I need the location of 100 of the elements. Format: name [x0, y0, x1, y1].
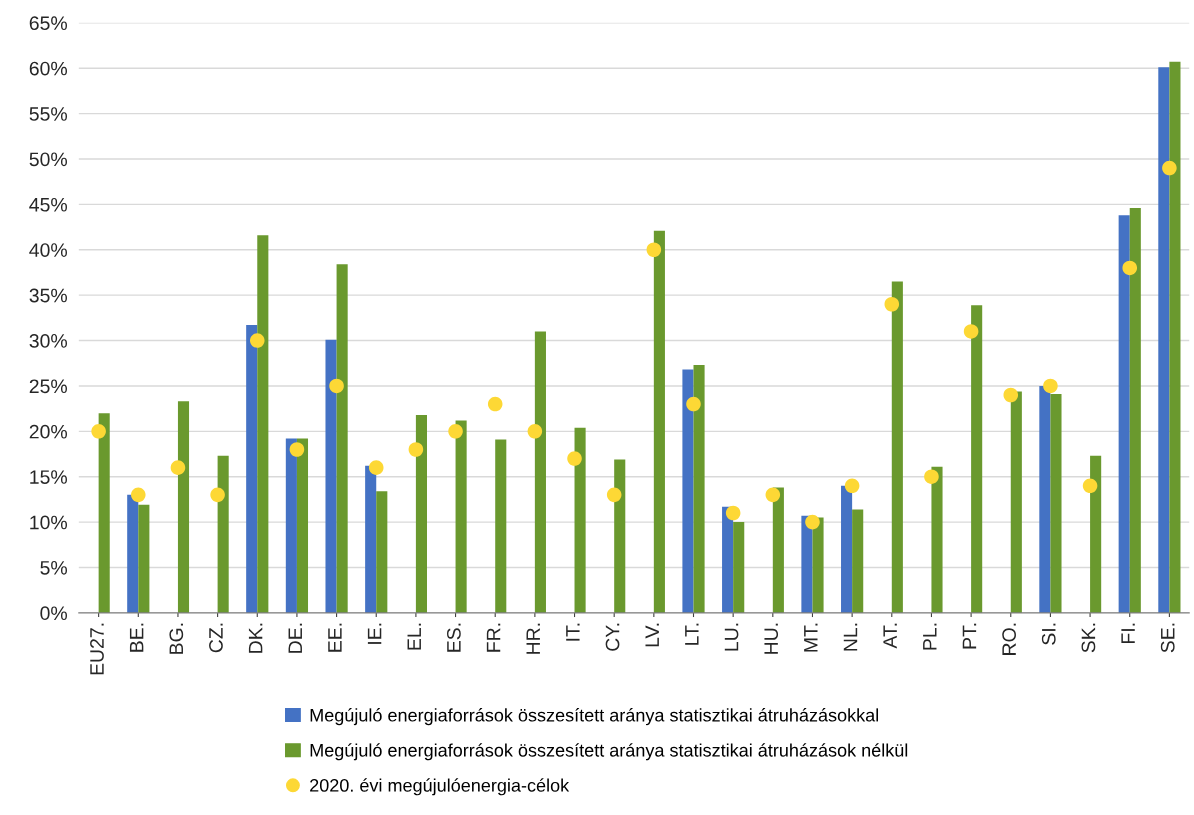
x-tick-label: PL.: [923, 623, 937, 650]
x-tick-label: AT.: [883, 623, 897, 649]
point: [606, 487, 622, 503]
bar: [127, 494, 139, 613]
bar: [455, 420, 467, 613]
bar: [1129, 208, 1141, 613]
bar: [852, 509, 864, 613]
point: [1082, 478, 1098, 494]
bar: [534, 331, 546, 613]
y-tick-label: 65%: [29, 16, 67, 31]
bar: [614, 459, 626, 613]
bar: [1050, 394, 1062, 613]
point: [408, 442, 424, 457]
bar: [722, 506, 734, 613]
y-tick-label: 45%: [29, 197, 67, 212]
bar: [1169, 61, 1181, 613]
bar: [296, 438, 309, 613]
x-tick-label: BE.: [129, 623, 144, 652]
point: [289, 442, 305, 457]
x-tick-label: SK.: [1081, 623, 1096, 653]
x-tick-label: LU.: [724, 623, 739, 651]
bar: [217, 455, 229, 613]
bar: [733, 522, 745, 613]
bar: [495, 439, 507, 613]
bar: [257, 235, 269, 613]
bar: [574, 427, 586, 613]
point: [646, 242, 662, 258]
bar: [772, 487, 784, 613]
x-tick-label: SI.: [1041, 623, 1056, 645]
point: [329, 378, 344, 394]
bar: [415, 414, 427, 613]
bar: [98, 413, 110, 613]
point: [686, 396, 701, 412]
point: [725, 505, 741, 521]
point: [844, 478, 860, 494]
point: [131, 487, 146, 503]
legend-label: Megújuló energiaforrások összesített aránya statisztikai átruházások nélkül: [310, 743, 908, 761]
x-tick-label: EE.: [328, 623, 342, 652]
x-tick-label: PT.: [962, 623, 977, 649]
x-tick-label: BG.: [169, 623, 184, 654]
point: [368, 460, 384, 475]
y-tick-label: 25%: [29, 379, 67, 394]
bar: [177, 401, 190, 613]
y-tick-label: 50%: [29, 152, 67, 167]
x-tick-label: EU27.: [90, 623, 104, 675]
y-tick-label: 5%: [40, 561, 67, 575]
bar: [801, 515, 813, 613]
y-tick-label: 0%: [40, 606, 67, 621]
bar: [682, 369, 694, 613]
legend-label: Megújuló energiaforrások összesített aránya statisztikai átruházásokkal: [310, 708, 879, 726]
point: [765, 487, 781, 503]
point: [91, 424, 106, 439]
point: [805, 514, 820, 530]
bar: [336, 264, 348, 613]
y-tick-label: 30%: [29, 334, 67, 348]
x-tick-label: DK.: [248, 623, 263, 653]
x-tick-label: NL.: [843, 623, 858, 651]
bar: [931, 466, 943, 613]
point: [249, 333, 265, 348]
bar: [1090, 455, 1102, 613]
point: [1043, 378, 1058, 394]
x-tick-label: CY.: [605, 623, 620, 651]
x-tick-label: CZ.: [209, 623, 223, 653]
bar: [246, 325, 258, 613]
point: [210, 487, 225, 503]
x-tick-label: DE.: [288, 623, 302, 653]
x-tick-label: FI.: [1121, 623, 1135, 643]
x-tick-label: SE.: [1160, 623, 1175, 653]
point: [1162, 160, 1177, 176]
x-tick-label: FR.: [486, 623, 501, 652]
y-tick-label: 35%: [29, 288, 67, 303]
bar: [325, 339, 337, 613]
x-tick-label: IE.: [367, 623, 382, 644]
point: [1122, 260, 1138, 276]
bar: [971, 305, 983, 613]
x-tick-label: HU.: [764, 623, 779, 654]
x-tick-label: EL.: [407, 623, 421, 650]
x-tick-label: RO.: [1002, 623, 1016, 655]
bar: [812, 517, 824, 613]
x-tick-label: HR.: [526, 623, 540, 654]
point: [924, 469, 939, 484]
bar: [841, 485, 853, 613]
y-tick-label: 60%: [29, 61, 67, 76]
point: [527, 424, 543, 439]
bar: [693, 365, 705, 613]
y-tick-label: 15%: [30, 470, 67, 484]
bar: [1010, 391, 1022, 613]
x-tick-label: ES.: [447, 623, 461, 652]
bar: [285, 438, 297, 613]
bar: [1039, 385, 1051, 613]
point: [567, 451, 582, 466]
point: [884, 296, 900, 312]
bar: [653, 230, 665, 613]
y-tick-label: 20%: [29, 424, 67, 439]
bar: [365, 465, 377, 613]
bar: [1118, 215, 1130, 613]
bar: [891, 281, 903, 613]
bar: [1158, 67, 1170, 613]
y-tick-label: 40%: [29, 243, 67, 257]
point: [448, 424, 463, 439]
